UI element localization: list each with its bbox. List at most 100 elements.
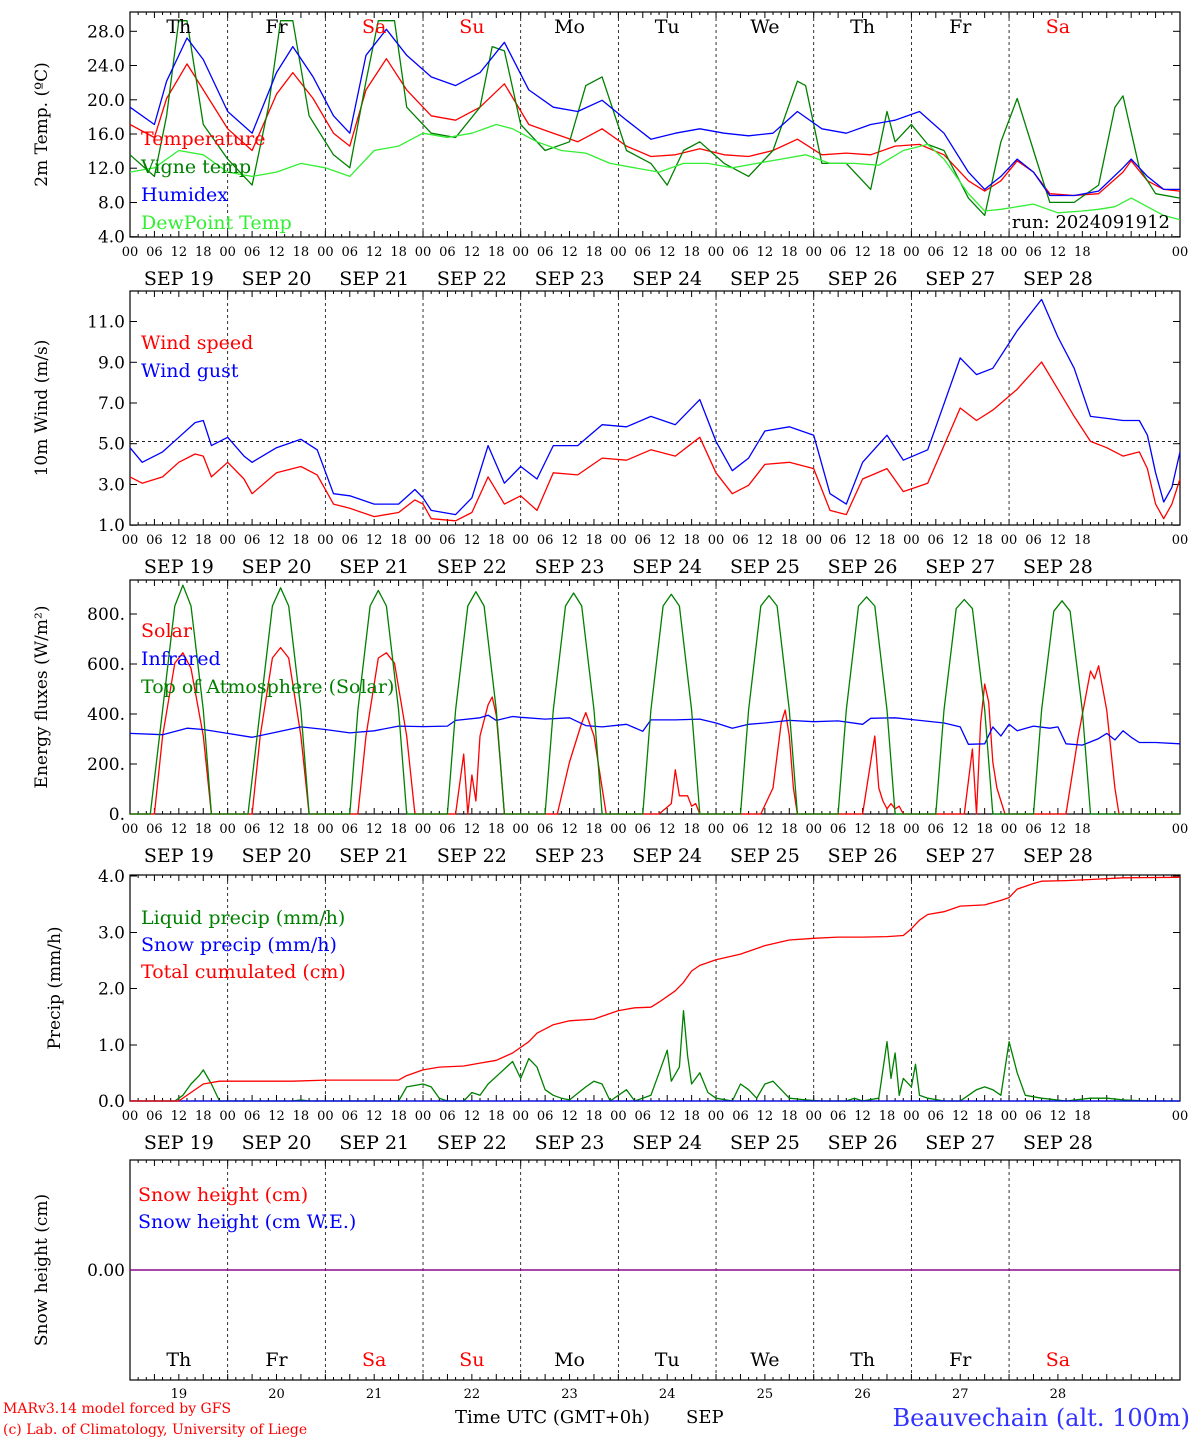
weekday-label: Sa xyxy=(362,1349,386,1371)
hour-tick-label: 18 xyxy=(293,1109,310,1124)
y-tick-label: 800. xyxy=(87,605,125,625)
hour-tick-label: 06 xyxy=(830,533,847,548)
hour-tick-label: 00 xyxy=(805,533,822,548)
hour-tick-label: 18 xyxy=(781,245,798,260)
hour-tick-label: 06 xyxy=(244,533,261,548)
weekday-label: Mo xyxy=(554,16,585,38)
hour-tick-label: 18 xyxy=(879,822,896,837)
hour-tick-label: 00 xyxy=(1001,533,1018,548)
weekday-label: Fr xyxy=(949,1349,972,1371)
hour-tick-label: 00 xyxy=(610,1109,627,1124)
hour-tick-label: 06 xyxy=(537,822,554,837)
hour-tick-label: 12 xyxy=(757,1109,774,1124)
day-number-label: 21 xyxy=(366,1387,383,1402)
hour-tick-label: 18 xyxy=(195,533,212,548)
hour-tick-label: 12 xyxy=(366,533,383,548)
y-tick-label: 28.0 xyxy=(87,22,125,42)
hour-tick-label: 06 xyxy=(439,533,456,548)
hour-tick-label: 06 xyxy=(439,822,456,837)
hour-tick-label: 18 xyxy=(195,245,212,260)
hour-tick-label: 12 xyxy=(366,245,383,260)
date-label: SEP 22 xyxy=(437,845,507,867)
hour-tick-label: 06 xyxy=(1025,245,1042,260)
date-label: SEP 23 xyxy=(535,1132,605,1154)
x-axis-title: Time UTC (GMT+0h) xyxy=(455,1407,650,1428)
hour-tick-label: 00 xyxy=(903,245,920,260)
legend-entry: Snow height (cm W.E.) xyxy=(138,1211,356,1233)
date-label: SEP 23 xyxy=(535,268,605,290)
hour-tick-label: 00 xyxy=(512,822,529,837)
weekday-label: Mo xyxy=(554,1349,585,1371)
hour-tick-label: 12 xyxy=(757,533,774,548)
hour-tick-label: 00 xyxy=(415,1109,432,1124)
legend-entry: DewPoint Temp xyxy=(141,212,292,234)
legend-entry: Infrared xyxy=(141,648,221,670)
weekday-label: We xyxy=(750,1349,779,1371)
weekday-label: Sa xyxy=(1046,16,1070,38)
date-label: SEP 28 xyxy=(1023,268,1093,290)
hour-tick-label: 00 xyxy=(219,245,236,260)
y-tick-label: 16.0 xyxy=(87,125,125,145)
hour-tick-label: 12 xyxy=(854,245,871,260)
legend-entry: Humidex xyxy=(141,184,228,206)
hour-tick-label: 06 xyxy=(341,822,358,837)
date-label: SEP 19 xyxy=(144,845,214,867)
hour-tick-label: 18 xyxy=(586,533,603,548)
hour-tick-label: 12 xyxy=(854,533,871,548)
series-temperature xyxy=(129,58,1181,197)
hour-tick-label: 00 xyxy=(219,533,236,548)
weekday-label: Fr xyxy=(265,1349,288,1371)
date-label: SEP 26 xyxy=(828,556,898,578)
legend-entry: Total cumulated (cm) xyxy=(141,961,346,983)
hour-tick-label: 00 xyxy=(1001,822,1018,837)
hour-tick-label: 18 xyxy=(781,533,798,548)
date-label: SEP 20 xyxy=(242,1132,312,1154)
date-label: SEP 23 xyxy=(535,556,605,578)
hour-tick-label: 12 xyxy=(366,822,383,837)
hour-tick-label: 00 xyxy=(903,533,920,548)
credit-line-1: MARv3.14 model forced by GFS xyxy=(3,1401,231,1417)
hour-tick-label: 12 xyxy=(659,822,676,837)
footer: MARv3.14 model forced by GFS (c) Lab. of… xyxy=(3,1401,1190,1438)
date-label: SEP 19 xyxy=(144,556,214,578)
hour-tick-label: 00 xyxy=(610,245,627,260)
y-tick-label: 4.0 xyxy=(98,228,125,248)
hour-tick-label: 18 xyxy=(781,822,798,837)
hour-tick-label: 12 xyxy=(757,822,774,837)
hour-tick-label: 12 xyxy=(464,822,481,837)
y-tick-label: 24.0 xyxy=(87,57,125,77)
weekday-label: Su xyxy=(459,1349,484,1371)
hour-tick-label: 06 xyxy=(732,1109,749,1124)
y-tick-label: 4.0 xyxy=(98,867,125,887)
y-tick-label: 0.0 xyxy=(98,1092,125,1112)
y-tick-label: 2.0 xyxy=(98,980,125,1000)
hour-tick-label: 00 xyxy=(317,1109,334,1124)
series-dewpoint-temp xyxy=(129,123,1181,221)
hour-tick-label: 18 xyxy=(1074,533,1091,548)
date-label: SEP 20 xyxy=(242,845,312,867)
hour-tick-label: 18 xyxy=(781,1109,798,1124)
chart-panel-1: 28.0 24.0 20.0 16.0 12.0 8.0 4.0 2m Temp. (ºC) T… xyxy=(32,11,1188,290)
hour-tick-label: 06 xyxy=(928,1109,945,1124)
hour-tick-label: 06 xyxy=(146,1109,163,1124)
hour-tick-label: 12 xyxy=(268,822,285,837)
hour-tick-label: 06 xyxy=(146,822,163,837)
y-tick-label: 0.00 xyxy=(87,1261,125,1281)
hour-tick-label: 00 xyxy=(1001,1109,1018,1124)
hour-tick-label: 06 xyxy=(1025,533,1042,548)
hour-tick-label: 12 xyxy=(268,533,285,548)
hour-tick-label: 12 xyxy=(464,245,481,260)
hour-tick-label: 06 xyxy=(439,245,456,260)
hour-tick-label: 12 xyxy=(1050,245,1067,260)
hour-tick-label: 06 xyxy=(635,822,652,837)
hour-tick-label: 00 xyxy=(122,245,139,260)
hour-tick-label: 12 xyxy=(171,245,188,260)
date-label: SEP 27 xyxy=(925,556,995,578)
date-label: SEP 23 xyxy=(535,845,605,867)
hour-tick-label: 06 xyxy=(439,1109,456,1124)
series-humidex xyxy=(129,28,1180,197)
hour-tick-label: 06 xyxy=(244,245,261,260)
hour-tick-label: 12 xyxy=(464,1109,481,1124)
y-axis-label: Precip (mm/h) xyxy=(45,926,65,1049)
